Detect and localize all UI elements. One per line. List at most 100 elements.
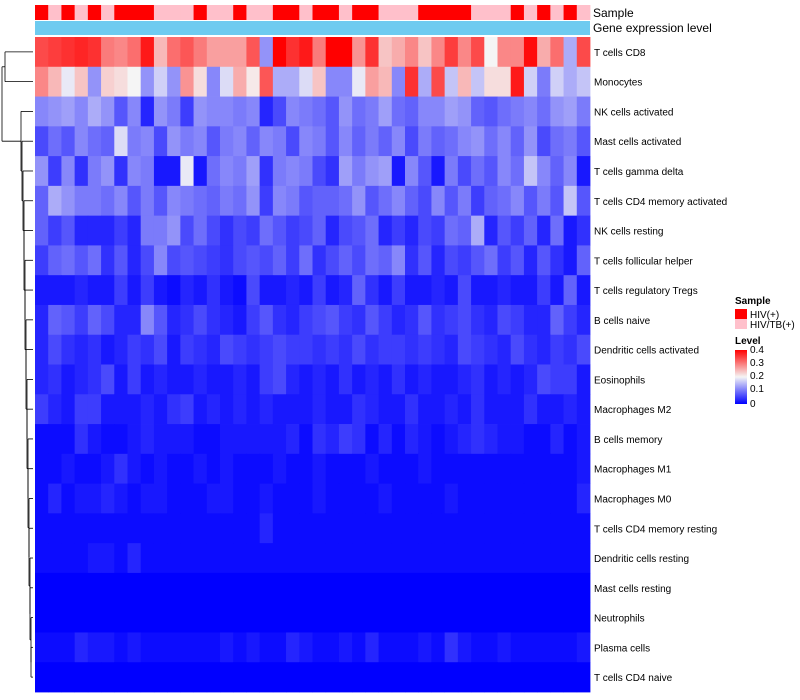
heatmap-cell <box>140 424 155 455</box>
heatmap-cell <box>312 275 327 306</box>
heatmap-cell <box>206 483 221 514</box>
heatmap-cell <box>444 215 459 246</box>
heatmap-cell <box>378 513 393 544</box>
heatmap-cell <box>365 394 379 425</box>
heatmap-cell <box>537 66 551 97</box>
heatmap-cell <box>87 96 102 127</box>
sample-annotation-cell <box>312 5 327 20</box>
heatmap-cell <box>563 543 578 574</box>
heatmap-cell <box>193 96 208 127</box>
heatmap-cell <box>405 424 419 455</box>
heatmap-cell <box>576 304 591 336</box>
heatmap-cell <box>497 632 512 663</box>
heatmap-cell <box>431 662 446 693</box>
heatmap-cell <box>206 513 221 544</box>
heatmap-cell <box>365 662 379 693</box>
heatmap-cell <box>167 453 181 484</box>
heatmap-cell <box>87 215 102 246</box>
heatmap-cell <box>484 513 498 544</box>
heatmap-cell <box>127 513 142 544</box>
heatmap-cell <box>484 572 498 604</box>
heatmap-cell <box>405 394 419 425</box>
heatmap-cell <box>48 334 62 365</box>
heatmap-cell <box>286 453 300 484</box>
heatmap-cell <box>576 364 591 395</box>
heatmap-cell <box>510 483 525 514</box>
heatmap-cell <box>220 513 234 544</box>
heatmap-cell <box>431 572 446 604</box>
heatmap-cell <box>61 304 76 336</box>
heatmap-cell <box>35 662 49 693</box>
heatmap-cell <box>405 245 419 276</box>
heatmap-cell <box>391 513 406 544</box>
heatmap-cell <box>61 126 76 157</box>
heatmap-cell <box>233 453 247 484</box>
heatmap-cell <box>74 66 89 97</box>
heatmap-cell <box>114 304 128 336</box>
row-label: Dendritic cells resting <box>594 554 689 565</box>
heatmap-cell <box>497 364 512 395</box>
heatmap-cell <box>550 96 564 127</box>
heatmap-cell <box>153 215 168 246</box>
heatmap-cell <box>497 513 512 544</box>
legend-swatch-hiv-tb <box>735 319 747 329</box>
heatmap-cell <box>180 275 194 306</box>
heatmap-cell <box>233 572 247 604</box>
heatmap-cell <box>193 215 208 246</box>
heatmap-cell <box>87 572 102 604</box>
heatmap-cell <box>484 364 498 395</box>
heatmap-cell <box>444 185 459 217</box>
row-label: Mast cells resting <box>594 584 671 595</box>
heatmap-cell <box>140 185 155 217</box>
heatmap-cell <box>35 156 49 187</box>
heatmap-cell <box>299 275 313 306</box>
heatmap-cell <box>153 126 168 157</box>
heatmap-cell <box>576 632 591 663</box>
heatmap-cell <box>471 424 485 455</box>
heatmap-cell <box>537 37 551 68</box>
heatmap-cell <box>61 483 76 514</box>
heatmap-cell <box>259 126 274 157</box>
heatmap-cell <box>114 394 128 425</box>
heatmap-cell <box>537 275 551 306</box>
heatmap-cell <box>325 37 340 68</box>
heatmap-cell <box>576 543 591 574</box>
heatmap-cell <box>312 602 327 633</box>
heatmap-cell <box>233 275 247 306</box>
heatmap-cell <box>497 215 512 246</box>
heatmap-cell <box>153 602 168 633</box>
heatmap-cell <box>259 304 274 336</box>
heatmap-cell <box>87 543 102 574</box>
heatmap-cell <box>418 275 432 306</box>
heatmap-cell <box>497 394 512 425</box>
sample-annotation-cell <box>272 5 287 20</box>
heatmap-cell <box>365 126 379 157</box>
heatmap-cell <box>193 483 208 514</box>
heatmap-cell <box>246 96 261 127</box>
heatmap-cell <box>365 96 379 127</box>
heatmap-cell <box>484 304 498 336</box>
heatmap-cell <box>74 632 89 663</box>
heatmap-cell <box>325 185 340 217</box>
heatmap-cell <box>378 245 393 276</box>
heatmap-cell <box>338 572 353 604</box>
heatmap-cell <box>312 364 327 395</box>
heatmap-cell <box>391 215 406 246</box>
heatmap-cell <box>405 364 419 395</box>
heatmap-cell <box>272 245 287 276</box>
heatmap-cell <box>312 96 327 127</box>
heatmap-cell <box>193 662 208 693</box>
heatmap-cell <box>418 662 432 693</box>
heatmap-cell <box>537 96 551 127</box>
heatmap-cell <box>206 96 221 127</box>
heatmap-cell <box>35 424 49 455</box>
heatmap-cell <box>272 66 287 97</box>
row-label: NK cells resting <box>594 227 663 238</box>
heatmap-cell <box>48 185 62 217</box>
heatmap-cell <box>259 66 274 97</box>
heatmap-cell <box>325 543 340 574</box>
heatmap-cell <box>259 96 274 127</box>
heatmap-cell <box>299 215 313 246</box>
heatmap-cell <box>233 513 247 544</box>
heatmap-cell <box>457 185 472 217</box>
